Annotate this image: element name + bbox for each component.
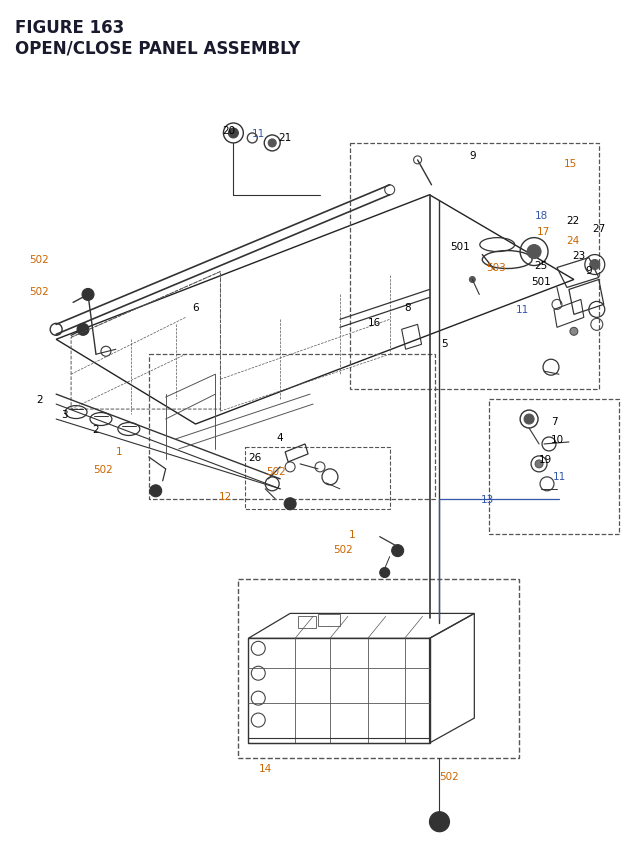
Text: 17: 17	[536, 226, 550, 237]
Text: 27: 27	[592, 223, 605, 233]
Text: 16: 16	[368, 318, 381, 328]
Bar	[298, 616, 316, 629]
Text: 2: 2	[93, 424, 99, 435]
Text: 9: 9	[586, 265, 592, 276]
Text: 503: 503	[486, 263, 506, 272]
Circle shape	[570, 328, 578, 336]
Text: 21: 21	[278, 133, 292, 143]
Circle shape	[527, 245, 541, 259]
Text: 25: 25	[534, 260, 548, 270]
Circle shape	[469, 277, 476, 283]
Text: 502: 502	[266, 467, 286, 476]
Text: 502: 502	[29, 287, 49, 297]
Bar	[318, 615, 340, 627]
Text: 1: 1	[349, 529, 355, 539]
Text: 2: 2	[36, 394, 42, 405]
Text: 11: 11	[252, 129, 265, 139]
Circle shape	[380, 568, 390, 578]
Text: 502: 502	[93, 464, 113, 474]
Text: 502: 502	[333, 544, 353, 554]
Text: 5: 5	[441, 339, 448, 349]
Text: 14: 14	[259, 763, 272, 773]
Circle shape	[535, 461, 543, 468]
Text: 502: 502	[440, 771, 460, 781]
Text: 10: 10	[550, 435, 564, 444]
Text: 4: 4	[277, 432, 284, 443]
Text: 26: 26	[249, 452, 262, 462]
Text: OPEN/CLOSE PANEL ASSEMBLY: OPEN/CLOSE PANEL ASSEMBLY	[15, 40, 301, 57]
Circle shape	[77, 324, 89, 336]
Text: 6: 6	[192, 303, 199, 313]
Text: 1: 1	[116, 446, 122, 456]
Text: 12: 12	[219, 492, 232, 501]
Text: 3: 3	[61, 410, 67, 419]
Text: 15: 15	[564, 158, 577, 169]
Text: 502: 502	[29, 254, 49, 264]
Text: 11: 11	[552, 471, 566, 481]
Text: 501: 501	[531, 277, 551, 288]
Text: 19: 19	[538, 455, 552, 464]
Circle shape	[150, 486, 162, 497]
Text: 24: 24	[566, 235, 580, 245]
Circle shape	[429, 812, 449, 832]
Text: 18: 18	[534, 210, 548, 220]
Text: 22: 22	[566, 215, 580, 226]
Text: 501: 501	[451, 241, 470, 251]
Text: 7: 7	[550, 417, 557, 426]
Circle shape	[284, 499, 296, 511]
Text: 20: 20	[222, 126, 235, 136]
Text: FIGURE 163: FIGURE 163	[15, 19, 125, 37]
Circle shape	[228, 129, 238, 139]
Text: 23: 23	[572, 251, 586, 260]
Circle shape	[590, 260, 600, 270]
Text: 8: 8	[404, 303, 411, 313]
Text: 11: 11	[515, 305, 529, 315]
Text: 13: 13	[481, 494, 494, 505]
Circle shape	[268, 139, 276, 148]
Circle shape	[82, 289, 94, 301]
Text: 9: 9	[469, 151, 476, 161]
Circle shape	[524, 414, 534, 424]
Circle shape	[392, 545, 404, 557]
